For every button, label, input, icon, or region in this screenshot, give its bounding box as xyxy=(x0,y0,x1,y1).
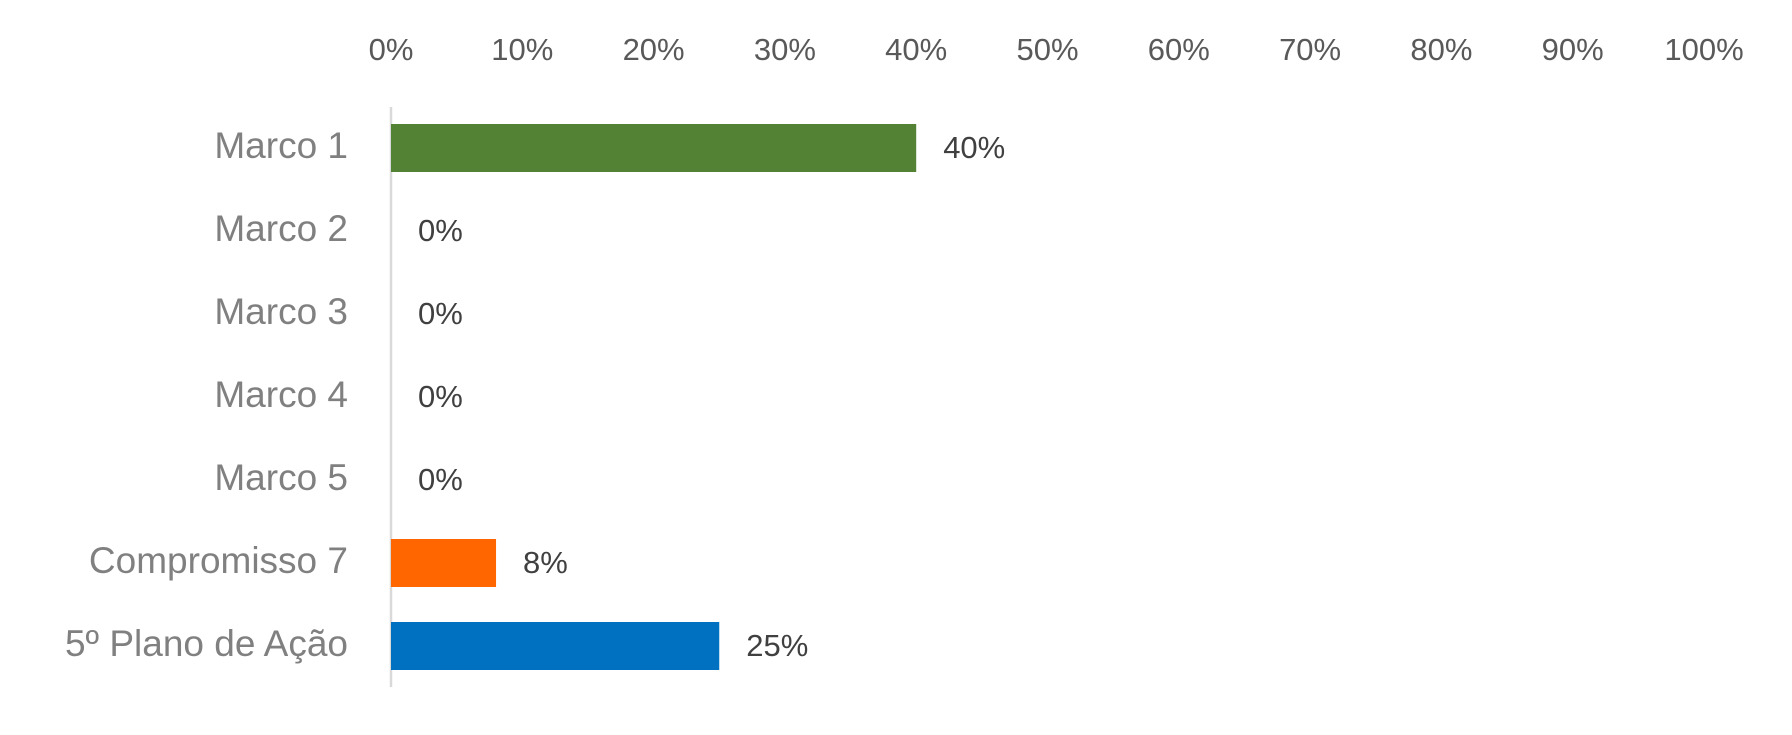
x-tick-label: 100% xyxy=(1664,32,1743,67)
y-tick-label: Marco 1 xyxy=(214,125,348,166)
value-label: 40% xyxy=(943,130,1005,165)
y-tick-label: Marco 2 xyxy=(214,208,348,249)
x-tick-label: 20% xyxy=(623,32,685,67)
value-label: 25% xyxy=(746,628,808,663)
x-tick-label: 50% xyxy=(1016,32,1078,67)
x-tick-label: 80% xyxy=(1410,32,1472,67)
value-label: 0% xyxy=(418,296,463,331)
x-tick-label: 30% xyxy=(754,32,816,67)
x-tick-label: 0% xyxy=(369,32,414,67)
value-label: 0% xyxy=(418,213,463,248)
x-tick-label: 10% xyxy=(491,32,553,67)
y-tick-label: 5º Plano de Ação xyxy=(65,623,348,664)
bar xyxy=(391,124,917,172)
x-tick-label: 70% xyxy=(1279,32,1341,67)
x-tick-label: 60% xyxy=(1148,32,1210,67)
y-tick-label: Marco 4 xyxy=(214,374,348,415)
x-tick-label: 90% xyxy=(1542,32,1604,67)
y-tick-label: Marco 3 xyxy=(214,291,348,332)
y-tick-label: Compromisso 7 xyxy=(89,540,348,581)
y-tick-label: Marco 5 xyxy=(214,457,348,498)
bar xyxy=(391,539,497,587)
value-label: 0% xyxy=(418,379,463,414)
x-tick-label: 40% xyxy=(885,32,947,67)
value-label: 0% xyxy=(418,462,463,497)
bar xyxy=(391,622,720,670)
value-label: 8% xyxy=(523,545,568,580)
